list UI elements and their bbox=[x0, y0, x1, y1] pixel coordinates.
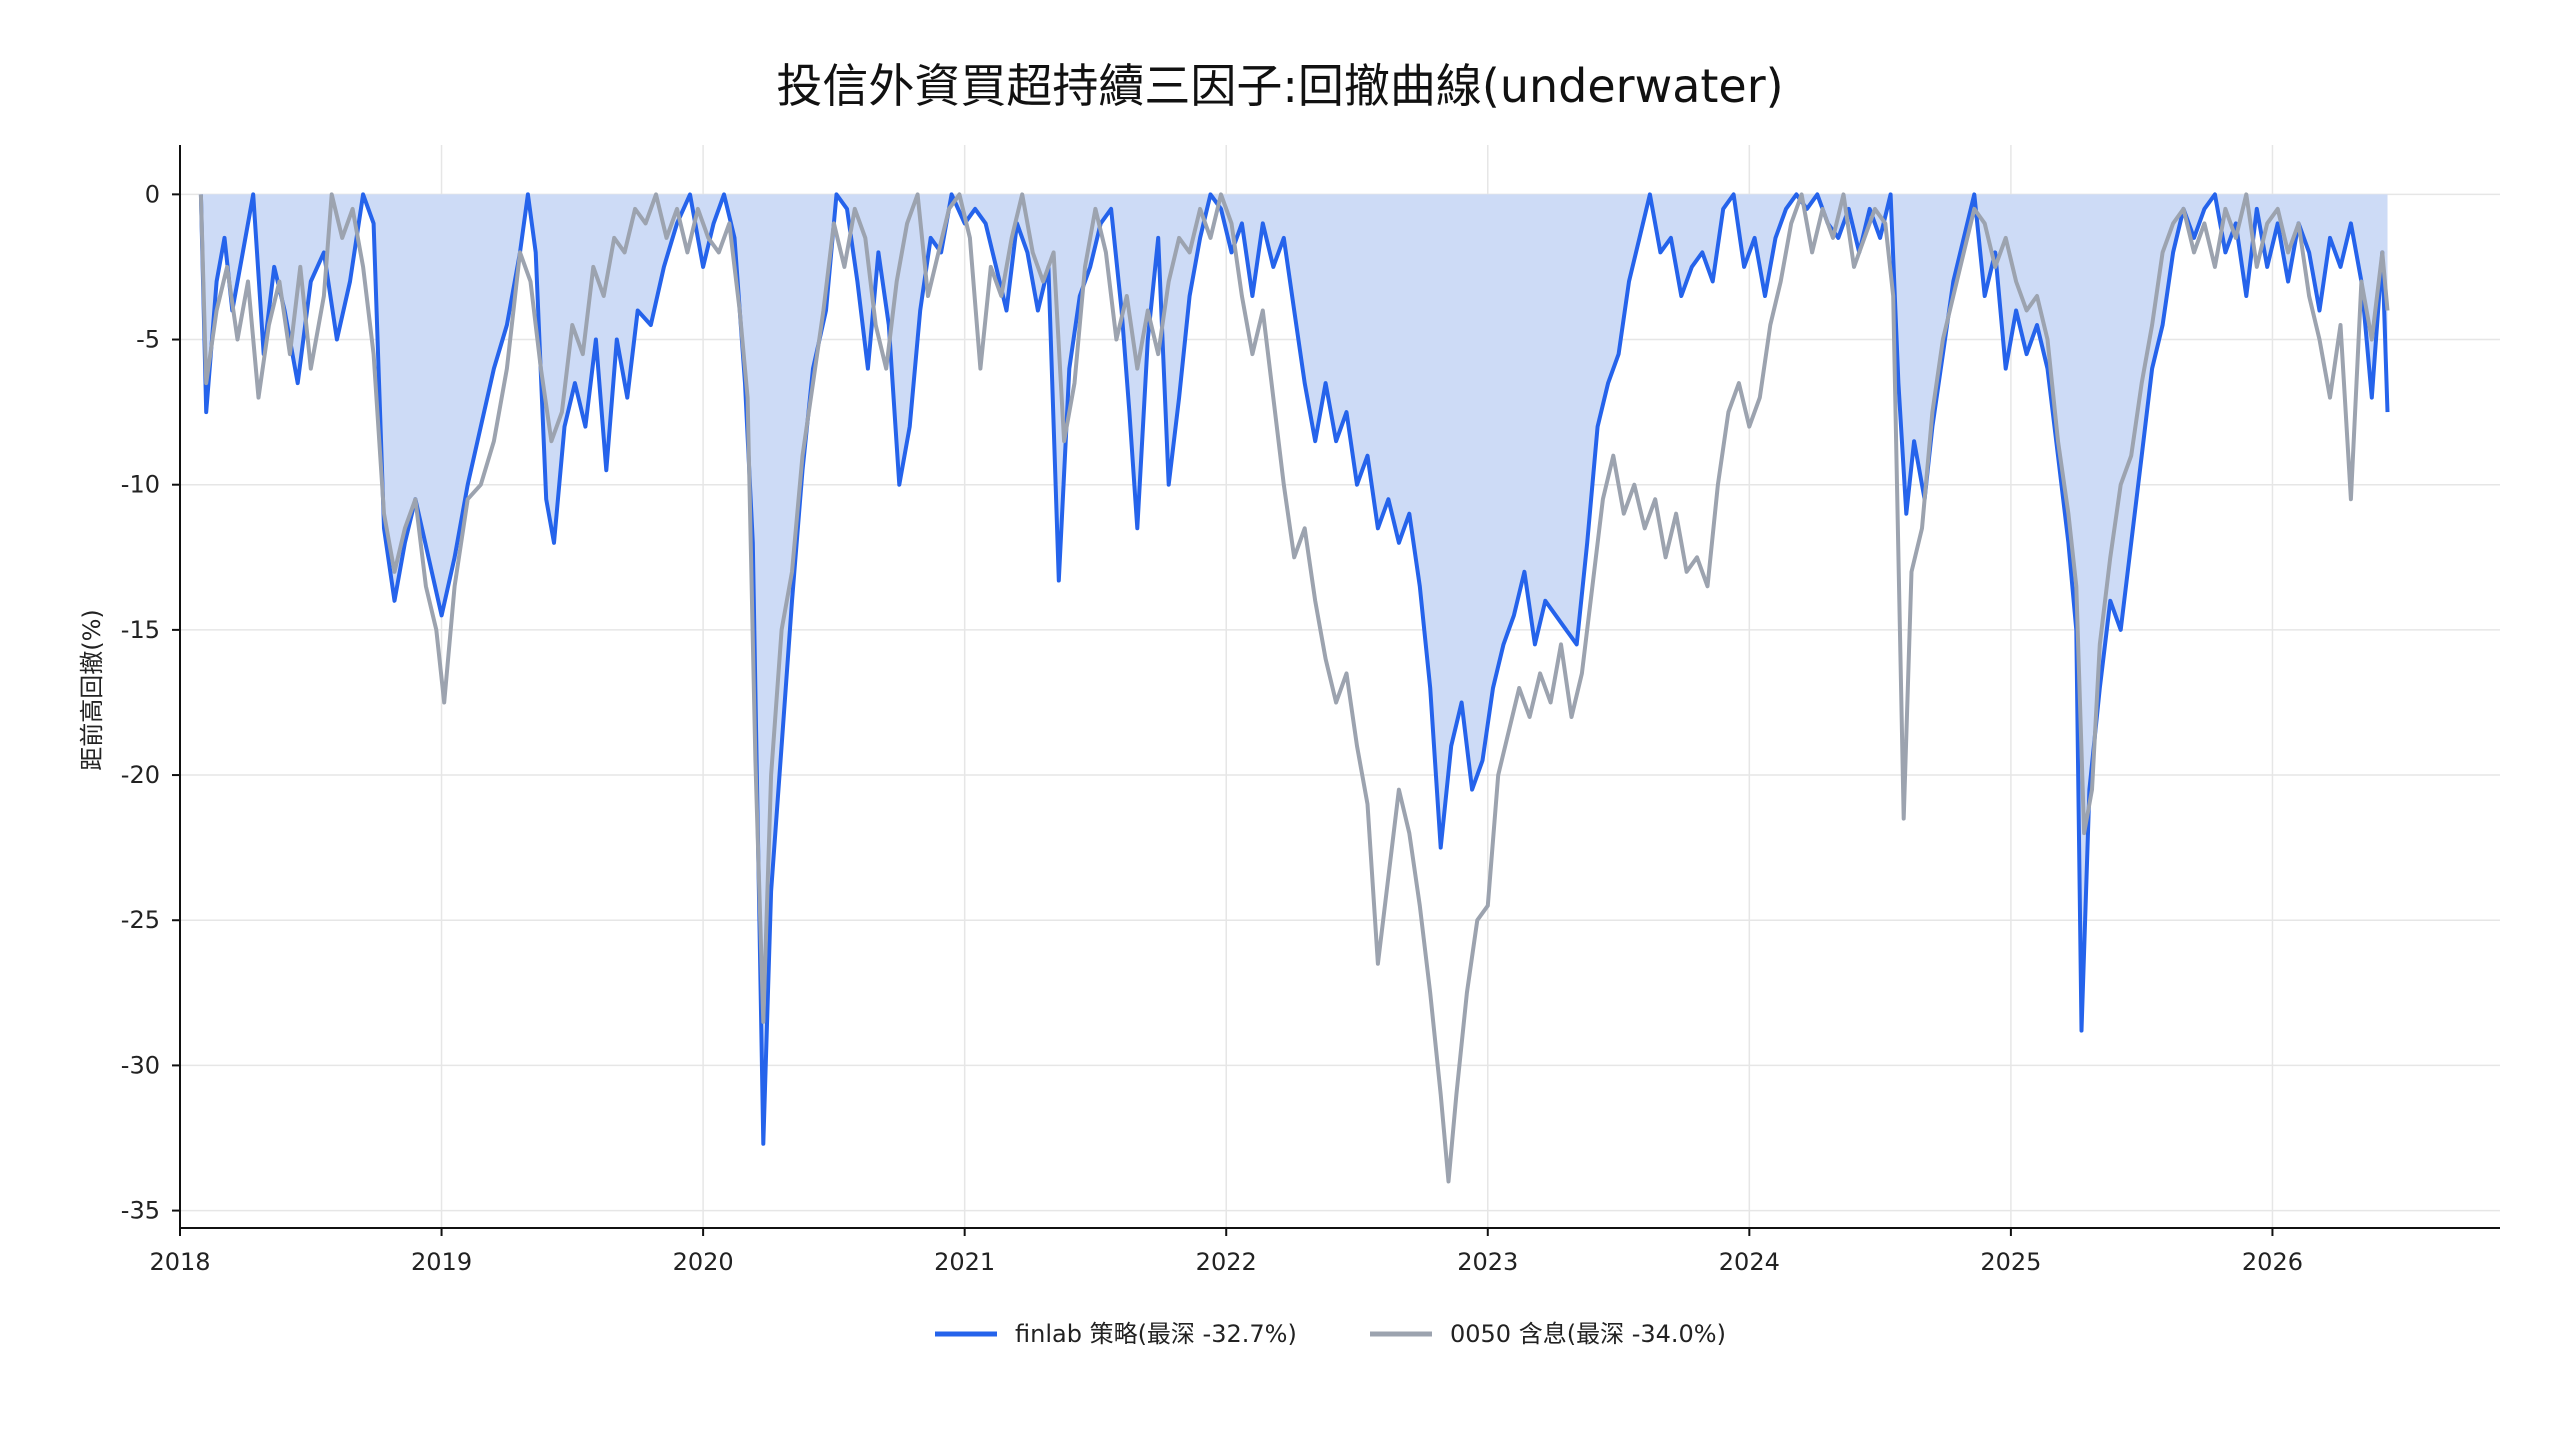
legend: finlab 策略(最深 -32.7%) 0050 含息(最深 -34.0%) bbox=[935, 1320, 1726, 1348]
strategy-line bbox=[198, 192, 2390, 1146]
y-tick-label: -20 bbox=[121, 761, 160, 789]
area-fill-layer bbox=[200, 194, 2388, 1144]
y-tick-label: -10 bbox=[121, 471, 160, 499]
x-tick-label: 2024 bbox=[1719, 1248, 1780, 1276]
y-tick-label: -15 bbox=[121, 616, 160, 644]
y-tick-label: -5 bbox=[136, 326, 160, 354]
chart-title: 投信外資買超持續三因子:回撤曲線(underwater) bbox=[776, 59, 1783, 113]
y-tick-label: -30 bbox=[121, 1051, 160, 1079]
x-tick-label: 2021 bbox=[934, 1248, 995, 1276]
y-axis-label: 距前高回撤(%) bbox=[78, 609, 106, 771]
y-tick-label: 0 bbox=[145, 180, 160, 208]
benchmark-line bbox=[198, 192, 2390, 1184]
x-tick-label: 2023 bbox=[1457, 1248, 1518, 1276]
y-tick-label: -25 bbox=[121, 906, 160, 934]
x-tick-label: 2025 bbox=[1980, 1248, 2041, 1276]
x-tick-label: 2022 bbox=[1196, 1248, 1257, 1276]
x-tick-label: 2026 bbox=[2242, 1248, 2303, 1276]
tick-labels: 0 -5 -10 -15 -20 -25 -30 -35 2018 2019 2020 2021 202… bbox=[121, 180, 2303, 1276]
strategy-area-fill bbox=[200, 194, 2388, 1144]
x-tick-label: 2020 bbox=[673, 1248, 734, 1276]
legend-label: 0050 含息(最深 -34.0%) bbox=[1450, 1320, 1726, 1348]
legend-label: finlab 策略(最深 -32.7%) bbox=[1015, 1320, 1297, 1348]
x-tick-label: 2018 bbox=[149, 1248, 210, 1276]
y-tick-label: -35 bbox=[121, 1197, 160, 1225]
axes bbox=[172, 145, 2500, 1236]
series-lines-layer bbox=[198, 192, 2390, 1184]
x-tick-label: 2019 bbox=[411, 1248, 472, 1276]
